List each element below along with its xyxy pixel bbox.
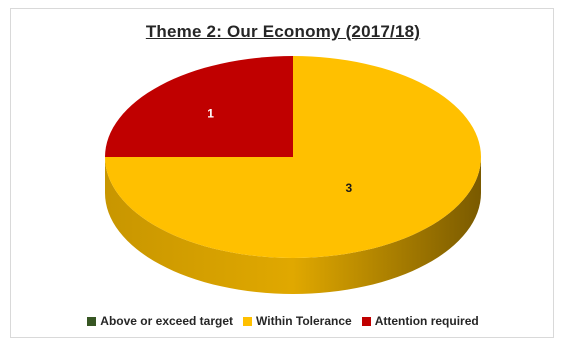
legend-swatch-above <box>87 316 97 326</box>
legend-label-within: Within Tolerance <box>256 314 352 328</box>
legend-item-attention: Attention required <box>361 314 479 328</box>
legend-label-above: Above or exceed target <box>100 314 234 328</box>
legend: Above or exceed target Within Tolerance … <box>0 314 566 328</box>
data-label-attention-required: 1 <box>207 107 214 121</box>
pie-slice-attention-required <box>105 56 293 157</box>
data-label-within-tolerance: 3 <box>345 181 352 195</box>
chart-title: Theme 2: Our Economy (2017/18) <box>145 22 421 41</box>
legend-label-attention: Attention required <box>374 314 479 328</box>
legend-item-within: Within Tolerance <box>243 314 352 328</box>
legend-swatch-attention <box>361 316 371 326</box>
pie-side-0 <box>105 157 481 294</box>
legend-item-above: Above or exceed target <box>87 314 233 328</box>
legend-swatch-within <box>243 316 253 326</box>
